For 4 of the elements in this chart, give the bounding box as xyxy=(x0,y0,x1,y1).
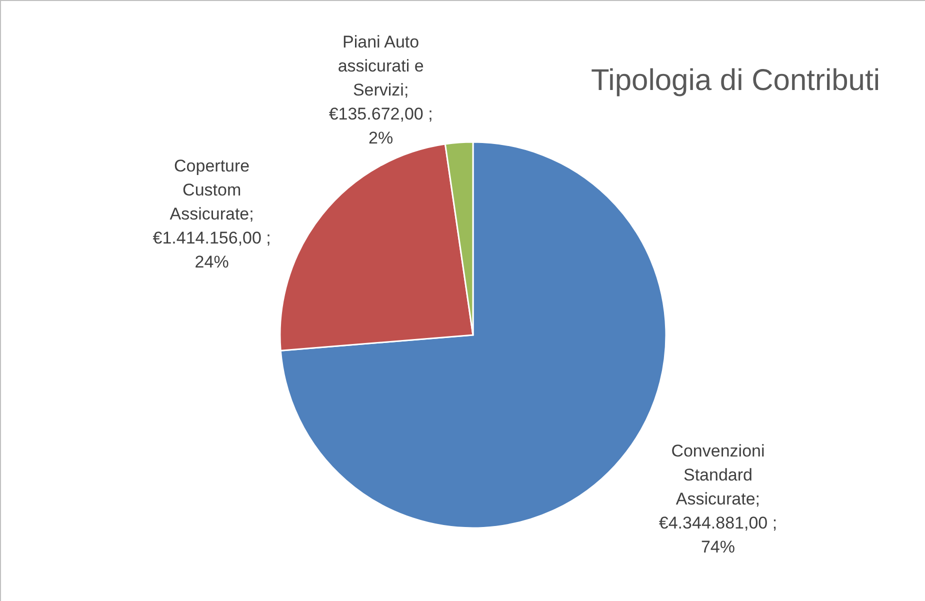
slice-label: Piani Auto assicurati e Servizi; €135.672,00 ; 2% xyxy=(328,32,433,148)
text: Tipologia di Contributi xyxy=(590,64,880,97)
slice-label: Coperture Custom Assicurate; €1.414.156,00 ; 24% xyxy=(152,156,271,272)
slice-label: Convenzioni Standard Assicurate; €4.344.881,00 ; 74% xyxy=(658,441,778,556)
